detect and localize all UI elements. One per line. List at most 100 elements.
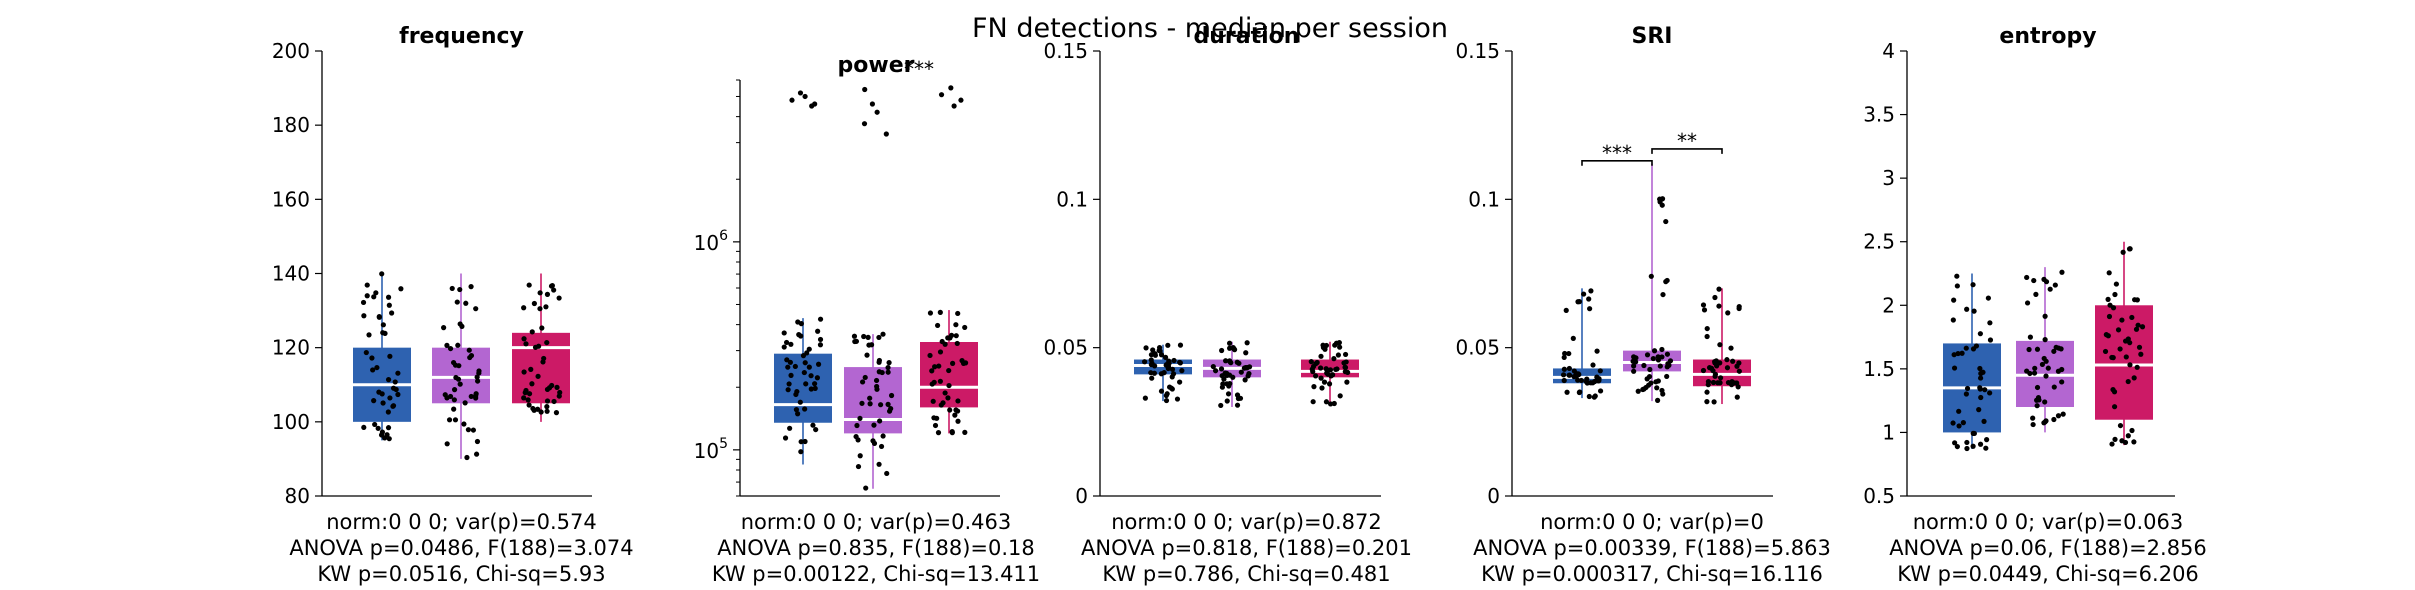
data-point — [962, 324, 968, 331]
data-point — [2034, 403, 2040, 409]
data-point — [551, 398, 557, 405]
data-point — [380, 400, 386, 406]
data-point — [873, 377, 880, 384]
data-point — [885, 364, 891, 371]
data-point — [1977, 386, 1983, 392]
data-point — [1987, 390, 1993, 396]
data-point — [1976, 407, 1982, 413]
data-point — [468, 393, 474, 400]
data-point — [1659, 346, 1665, 353]
data-point — [2112, 436, 2118, 442]
data-point — [784, 357, 790, 363]
data-point — [1308, 359, 1314, 365]
data-point — [1576, 389, 1582, 396]
data-point — [2042, 399, 2048, 405]
data-point — [2133, 326, 2140, 332]
data-point — [865, 334, 871, 341]
data-point — [389, 310, 395, 316]
stats-line: norm:0 0 0; var(p)=0.463 — [741, 510, 1012, 534]
data-point — [1566, 350, 1572, 357]
data-point — [2032, 365, 2038, 371]
data-point — [1964, 306, 1970, 312]
data-point — [1700, 302, 1707, 308]
data-point — [1566, 372, 1572, 378]
data-point — [364, 293, 370, 299]
data-point — [1334, 366, 1340, 372]
data-point — [390, 385, 397, 391]
data-point — [459, 323, 465, 329]
data-point — [538, 409, 544, 415]
data-point — [1657, 363, 1663, 369]
stats-line: ANOVA p=0.0486, F(188)=3.074 — [289, 536, 633, 560]
data-point — [441, 325, 447, 331]
data-point — [465, 427, 472, 433]
data-point — [950, 360, 956, 366]
data-point — [851, 333, 858, 339]
data-point — [2026, 346, 2032, 353]
data-point — [1219, 384, 1226, 390]
data-point — [953, 322, 959, 328]
data-point — [1326, 381, 1333, 387]
box-group-2 — [512, 273, 570, 422]
data-point — [1161, 370, 1167, 376]
y-tick-label: 0.15 — [1043, 39, 1088, 63]
data-point — [934, 322, 941, 329]
data-point — [1724, 365, 1731, 371]
data-point — [2059, 269, 2065, 275]
data-point — [1166, 358, 1172, 364]
data-point — [2051, 348, 2057, 354]
outlier-point — [862, 86, 868, 93]
data-point — [1716, 303, 1722, 309]
data-point — [1561, 366, 1567, 372]
data-point — [945, 395, 951, 401]
data-point — [2132, 297, 2138, 303]
box-group-0 — [353, 271, 411, 442]
data-point — [2111, 404, 2118, 410]
data-point — [815, 361, 822, 367]
data-point — [2051, 416, 2057, 423]
significance-label: ** — [1677, 129, 1697, 153]
data-point — [1704, 325, 1710, 332]
outlier-point — [789, 97, 795, 103]
data-point — [1323, 366, 1329, 372]
box-group-1 — [432, 273, 490, 461]
panel-title: frequency — [399, 24, 524, 49]
data-point — [529, 381, 535, 387]
y-tick-label: 0.5 — [1863, 484, 1895, 508]
data-point — [521, 305, 527, 311]
data-point — [932, 422, 939, 429]
data-point — [475, 378, 481, 384]
data-point — [1177, 379, 1183, 385]
data-point — [1983, 445, 1989, 451]
data-point — [806, 364, 812, 370]
data-point — [447, 393, 454, 400]
y-tick-label: 1 — [1882, 420, 1895, 444]
data-point — [1158, 388, 1165, 394]
data-point — [2060, 411, 2066, 417]
data-point — [521, 336, 527, 342]
data-point — [1728, 345, 1734, 351]
data-point — [537, 306, 543, 312]
y-tick-label: 0 — [1075, 484, 1088, 508]
data-point — [1635, 388, 1641, 394]
data-point — [804, 350, 810, 356]
data-point — [2106, 270, 2112, 276]
data-point — [1655, 357, 1662, 363]
data-point — [793, 391, 799, 398]
data-point — [526, 282, 532, 288]
data-point — [931, 415, 937, 421]
data-point — [1309, 366, 1315, 372]
panel-duration: 0 0.05 0.1 0.15 duration norm:0 0 0; var(p)=0… — [1043, 24, 1412, 586]
data-point — [868, 342, 875, 348]
stats-line: KW p=0.000317, Chi-sq=16.116 — [1481, 562, 1823, 586]
data-point — [373, 290, 379, 296]
data-point — [1314, 359, 1320, 366]
data-point — [808, 386, 814, 392]
data-point — [1964, 439, 1970, 446]
data-point — [1736, 303, 1742, 310]
data-point — [810, 422, 816, 428]
data-point — [930, 398, 936, 404]
data-point — [528, 366, 534, 372]
data-point — [955, 408, 961, 414]
